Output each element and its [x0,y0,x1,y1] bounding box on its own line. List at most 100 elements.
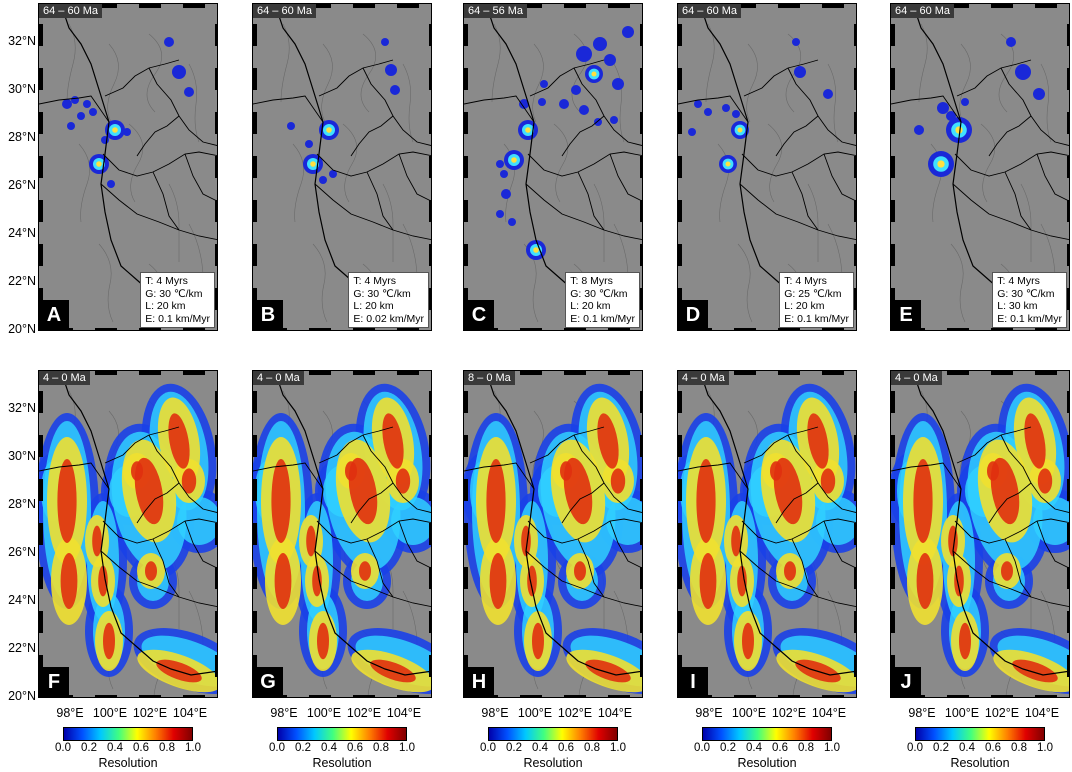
map-panel-j: 4 – 0 Ma J [890,370,1070,698]
fault-line [553,123,569,203]
frame-tick [520,695,542,697]
province-boundary [787,67,856,146]
province-boundary [464,95,535,123]
latitude-label: 28°N [8,130,36,144]
frame-tick [678,391,682,413]
frame-tick [1035,371,1057,375]
frame-tick [215,391,217,413]
map-canvas [253,371,431,697]
latitude-label: 28°N [8,497,36,511]
fault-line [950,243,966,323]
fault-line [78,143,90,223]
fault-line [593,183,605,262]
province-boundary [253,462,324,490]
frame-tick [778,328,800,330]
resolution-field-peak [560,461,572,481]
frame-tick [678,68,682,90]
colorbar-tick-label: 1.0 [185,742,201,754]
resolution-field-peak [395,468,411,494]
province-boundary [464,462,535,490]
frame-tick [39,112,43,134]
resolution-spot [500,170,508,178]
province-boundary [316,151,431,177]
province-boundary [678,95,749,123]
frame-tick [991,695,1013,697]
resolution-spot-core [533,247,539,253]
latitude-label: 26°N [8,545,36,559]
longitude-label: 100°E [944,706,980,720]
resolution-spot [622,26,634,38]
parameter-line: T: 4 Myrs [145,275,188,287]
province-boundary [104,426,180,464]
fault-line [959,43,971,123]
frame-tick [640,68,642,90]
frame-tick [891,391,895,413]
resolution-field-peak [807,413,829,469]
resolution-field-peak [181,468,197,494]
panel-letter: B [253,300,283,330]
fault-line [107,43,119,123]
province-boundary [743,59,819,97]
frame-tick [39,391,43,413]
resolution-spot [688,128,696,136]
frame-tick [891,68,895,90]
colorbar-title: Resolution [312,756,372,770]
province-boundary [775,482,819,524]
resolution-spot-core [326,127,332,133]
province-boundary [366,538,394,598]
frame-tick [854,611,856,633]
resolution-spot [961,98,969,106]
frame-tick [464,391,468,413]
frame-tick [309,371,331,375]
province-boundary [823,520,856,569]
frame-tick [39,244,43,266]
frame-tick [139,695,161,697]
province-boundary [1004,171,1032,231]
frame-tick [215,611,217,633]
resolution-field-peak [345,461,357,481]
frame-tick [854,479,856,501]
colorbar-tick-label: 0.2 [933,742,949,754]
frame-tick [464,435,468,457]
longitude-label: 98°E [270,706,298,720]
frame-tick [640,156,642,178]
fault-line [737,243,753,323]
period-label: 64 – 56 Ma [464,4,528,18]
longitude-label: 102°E [984,706,1020,720]
frame-tick [183,371,205,375]
frame-tick [397,328,419,330]
resolution-spot [937,102,949,114]
resolution-spot [571,85,581,95]
resolution-field-mid [391,497,431,545]
longitude-label: 104°E [597,706,633,720]
resolution-spot [305,140,313,148]
frame-tick [640,479,642,501]
province-boundary [525,550,642,608]
resolution-spot [732,110,740,118]
fault-line [188,63,200,143]
resolution-spot [496,210,504,218]
parameter-line: E: 0.1 km/Myr [570,312,635,325]
province-boundary [39,462,110,490]
frame-tick [39,479,43,501]
frame-tick [215,244,217,266]
frame-tick [678,288,682,310]
frame-tick [854,523,856,545]
parameter-line: L: 20 km [353,300,394,312]
longitude-label: 104°E [811,706,847,720]
frame-tick [464,24,468,46]
resolution-spot-core [955,126,963,134]
frame-tick [1067,156,1069,178]
frame-tick [640,655,642,677]
frame-tick [854,655,856,677]
resolution-spot [610,116,618,124]
province-boundary [314,183,431,241]
resolution-spot [538,98,546,106]
fault-line [571,33,587,113]
panel-letter: J [891,667,921,697]
province-boundary [739,183,856,241]
resolution-field-peak [317,622,329,660]
colorbar [702,727,832,741]
longitude-label: 100°E [306,706,342,720]
province-boundary [152,171,180,231]
